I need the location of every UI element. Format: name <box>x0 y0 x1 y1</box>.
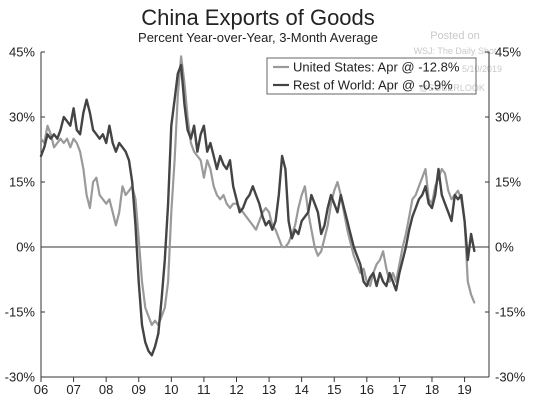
y-tick-label-right: 0% <box>495 240 514 255</box>
x-tick-label: 19 <box>457 382 471 397</box>
legend-label-rest-of-world: Rest of World: Apr @ -0.9% <box>293 78 453 93</box>
x-tick-label: 13 <box>262 382 276 397</box>
y-tick-label-right: 30% <box>495 110 521 125</box>
watermark-date: 5/10/2019 <box>462 64 502 74</box>
x-tick-label: 15 <box>327 382 341 397</box>
x-axis: 06 07 08 09 10 11 12 13 14 15 16 17 18 19 <box>34 377 472 397</box>
chart-subtitle: Percent Year-over-Year, 3-Month Average <box>138 30 378 45</box>
y-tick-label-left: -30% <box>5 370 36 385</box>
watermark-brand: @SOBERLOOK <box>419 83 485 93</box>
chart-title: China Exports of Goods <box>141 5 375 30</box>
x-tick-label: 14 <box>294 382 308 397</box>
x-tick-label: 18 <box>425 382 439 397</box>
x-tick-label: 12 <box>229 382 243 397</box>
y-tick-label-right: -15% <box>495 305 526 320</box>
y-tick-label-left: -15% <box>5 305 36 320</box>
y-tick-label-right: -30% <box>495 370 526 385</box>
x-tick-label: 16 <box>360 382 374 397</box>
series-line-us <box>39 55 476 327</box>
x-tick-label: 11 <box>197 382 211 397</box>
series-line-rest-of-world <box>39 63 476 357</box>
legend-label-us: United States: Apr @ -12.8% <box>293 60 460 75</box>
y-tick-label-right: 15% <box>495 175 521 190</box>
x-tick-label: 10 <box>164 382 178 397</box>
x-tick-label: 07 <box>66 382 80 397</box>
y-axis-left: 45% 30% 15% 0% -15% -30% <box>5 45 45 385</box>
y-tick-label-left: 45% <box>9 45 35 60</box>
plot-frame <box>40 52 490 378</box>
legend-box <box>266 57 477 95</box>
y-tick-label-left: 30% <box>9 110 35 125</box>
x-tick-label: 17 <box>392 382 406 397</box>
y-tick-label-right: 45% <box>495 45 521 60</box>
x-tick-label: 06 <box>34 382 48 397</box>
y-axis-right: 45% 30% 15% 0% -15% -30% <box>485 45 526 385</box>
watermark-source: WSJ: The Daily Shot <box>414 46 497 56</box>
legend: United States: Apr @ -12.8% Rest of Worl… <box>266 57 477 95</box>
series-layer <box>39 55 476 357</box>
x-tick-label: 09 <box>132 382 146 397</box>
y-tick-label-left: 0% <box>16 240 35 255</box>
x-tick-label: 08 <box>99 382 113 397</box>
y-tick-label-left: 15% <box>9 175 35 190</box>
watermark-posted-on: Posted on <box>430 30 480 42</box>
